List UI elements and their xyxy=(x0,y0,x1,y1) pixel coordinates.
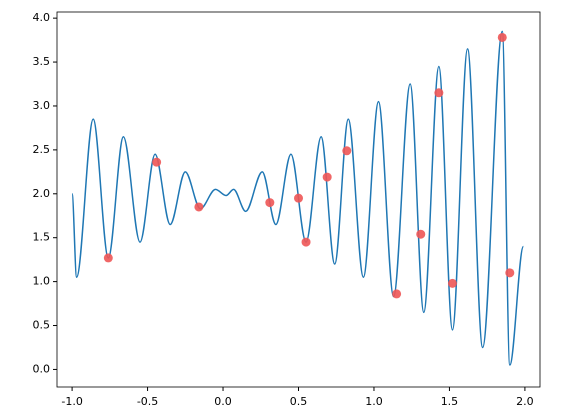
y-tick-label: 3.5 xyxy=(33,55,51,68)
x-tick-label: 1.0 xyxy=(365,395,383,408)
y-tick-label: 0.0 xyxy=(33,362,51,375)
y-tick-label: 3.0 xyxy=(33,99,51,112)
point xyxy=(301,237,311,247)
point xyxy=(392,289,402,299)
point xyxy=(447,278,457,288)
point xyxy=(194,202,204,212)
line xyxy=(71,30,525,366)
x-tick-label: -0.5 xyxy=(137,395,158,408)
point xyxy=(416,229,426,239)
y-tick-label: 2.0 xyxy=(33,187,51,200)
x-tick-label: 2.0 xyxy=(516,395,534,408)
point xyxy=(294,193,303,203)
y-tick-label: 2.5 xyxy=(33,143,51,156)
y-tick-label: 1.5 xyxy=(33,231,51,244)
point xyxy=(152,157,162,167)
x-tick-label: 0.0 xyxy=(214,395,232,408)
point xyxy=(265,198,275,208)
y-tick-label: 0.5 xyxy=(33,319,51,332)
point xyxy=(497,32,507,42)
x-tick-label: 0.5 xyxy=(290,395,308,408)
y-tick-label: 4.0 xyxy=(33,11,51,24)
x-tick-label: 1.5 xyxy=(441,395,459,408)
point xyxy=(103,253,113,263)
point xyxy=(434,88,444,98)
point xyxy=(505,268,515,278)
point xyxy=(342,146,352,156)
x-tick-label: -1.0 xyxy=(61,395,82,408)
point xyxy=(322,172,332,182)
plot-frame xyxy=(56,11,541,388)
y-tick-label: 1.0 xyxy=(33,275,51,288)
